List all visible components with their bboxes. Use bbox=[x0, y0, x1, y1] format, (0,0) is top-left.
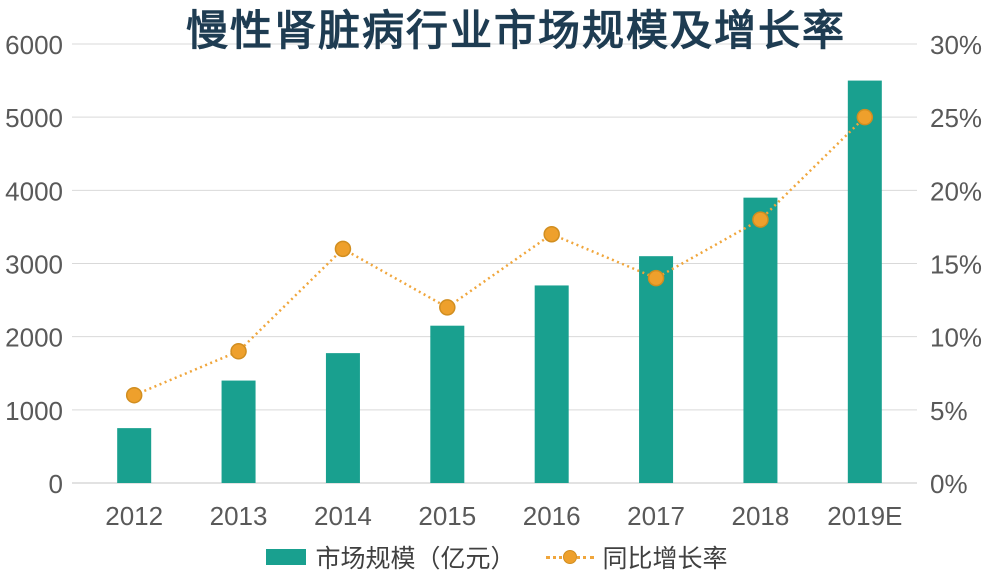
x-axis-label-2019E: 2019E bbox=[827, 501, 902, 531]
growth-marker-2014 bbox=[334, 240, 352, 258]
bar-2017 bbox=[639, 256, 674, 483]
x-axis-label-2017: 2017 bbox=[627, 501, 685, 531]
bar-2014 bbox=[325, 353, 360, 483]
legend-label-market-size: 市场规模（亿元） bbox=[315, 545, 516, 573]
x-axis-label-2013: 2013 bbox=[210, 501, 268, 531]
right-axis-tick-0%: 0% bbox=[930, 469, 968, 499]
growth-rate-line bbox=[133, 116, 866, 397]
growth-marker-2012 bbox=[125, 386, 143, 404]
x-axis-label-2018: 2018 bbox=[732, 501, 790, 531]
growth-marker-2019E bbox=[856, 108, 874, 126]
left-axis-tick-1000: 1000 bbox=[5, 396, 63, 426]
legend-label-growth-rate: 同比增长率 bbox=[602, 545, 728, 573]
bar-series-swatch bbox=[266, 549, 307, 565]
chart-legend: 市场规模（亿元） 同比增长率 bbox=[0, 539, 994, 575]
bar-2019E bbox=[847, 80, 882, 483]
growth-marker-2017 bbox=[647, 269, 665, 287]
bar-2013 bbox=[221, 380, 256, 483]
right-axis-tick-25%: 25% bbox=[930, 103, 982, 133]
bar-2018 bbox=[743, 197, 778, 483]
line-series-swatch bbox=[545, 549, 594, 564]
x-axis-label-2016: 2016 bbox=[523, 501, 581, 531]
left-axis-tick-4000: 4000 bbox=[5, 176, 63, 206]
growth-marker-2016 bbox=[543, 225, 560, 243]
right-axis-tick-15%: 15% bbox=[930, 250, 982, 280]
right-axis-tick-10%: 10% bbox=[930, 323, 982, 353]
legend-item-growth-rate: 同比增长率 bbox=[545, 539, 728, 575]
bar-2016 bbox=[534, 285, 569, 483]
growth-marker-2013 bbox=[230, 343, 247, 360]
left-axis-tick-2000: 2000 bbox=[5, 323, 63, 353]
left-axis-tick-0: 0 bbox=[49, 469, 63, 499]
right-axis-tick-30%: 30% bbox=[930, 30, 982, 60]
x-axis-label-2012: 2012 bbox=[105, 501, 163, 531]
bar-2012 bbox=[117, 428, 152, 483]
line-marker-dot-icon bbox=[562, 549, 577, 564]
legend-item-market-size: 市场规模（亿元） bbox=[266, 539, 516, 575]
x-axis-label-2015: 2015 bbox=[418, 501, 476, 531]
growth-marker-2018 bbox=[752, 211, 769, 228]
bar-2015 bbox=[430, 325, 465, 483]
right-axis-tick-5%: 5% bbox=[930, 396, 968, 426]
right-axis-tick-20%: 20% bbox=[930, 176, 982, 206]
left-axis-tick-5000: 5000 bbox=[5, 103, 63, 133]
left-axis-tick-6000: 6000 bbox=[5, 30, 63, 60]
left-axis-tick-3000: 3000 bbox=[5, 250, 63, 280]
x-axis-label-2014: 2014 bbox=[314, 501, 372, 531]
growth-marker-2015 bbox=[439, 299, 456, 316]
